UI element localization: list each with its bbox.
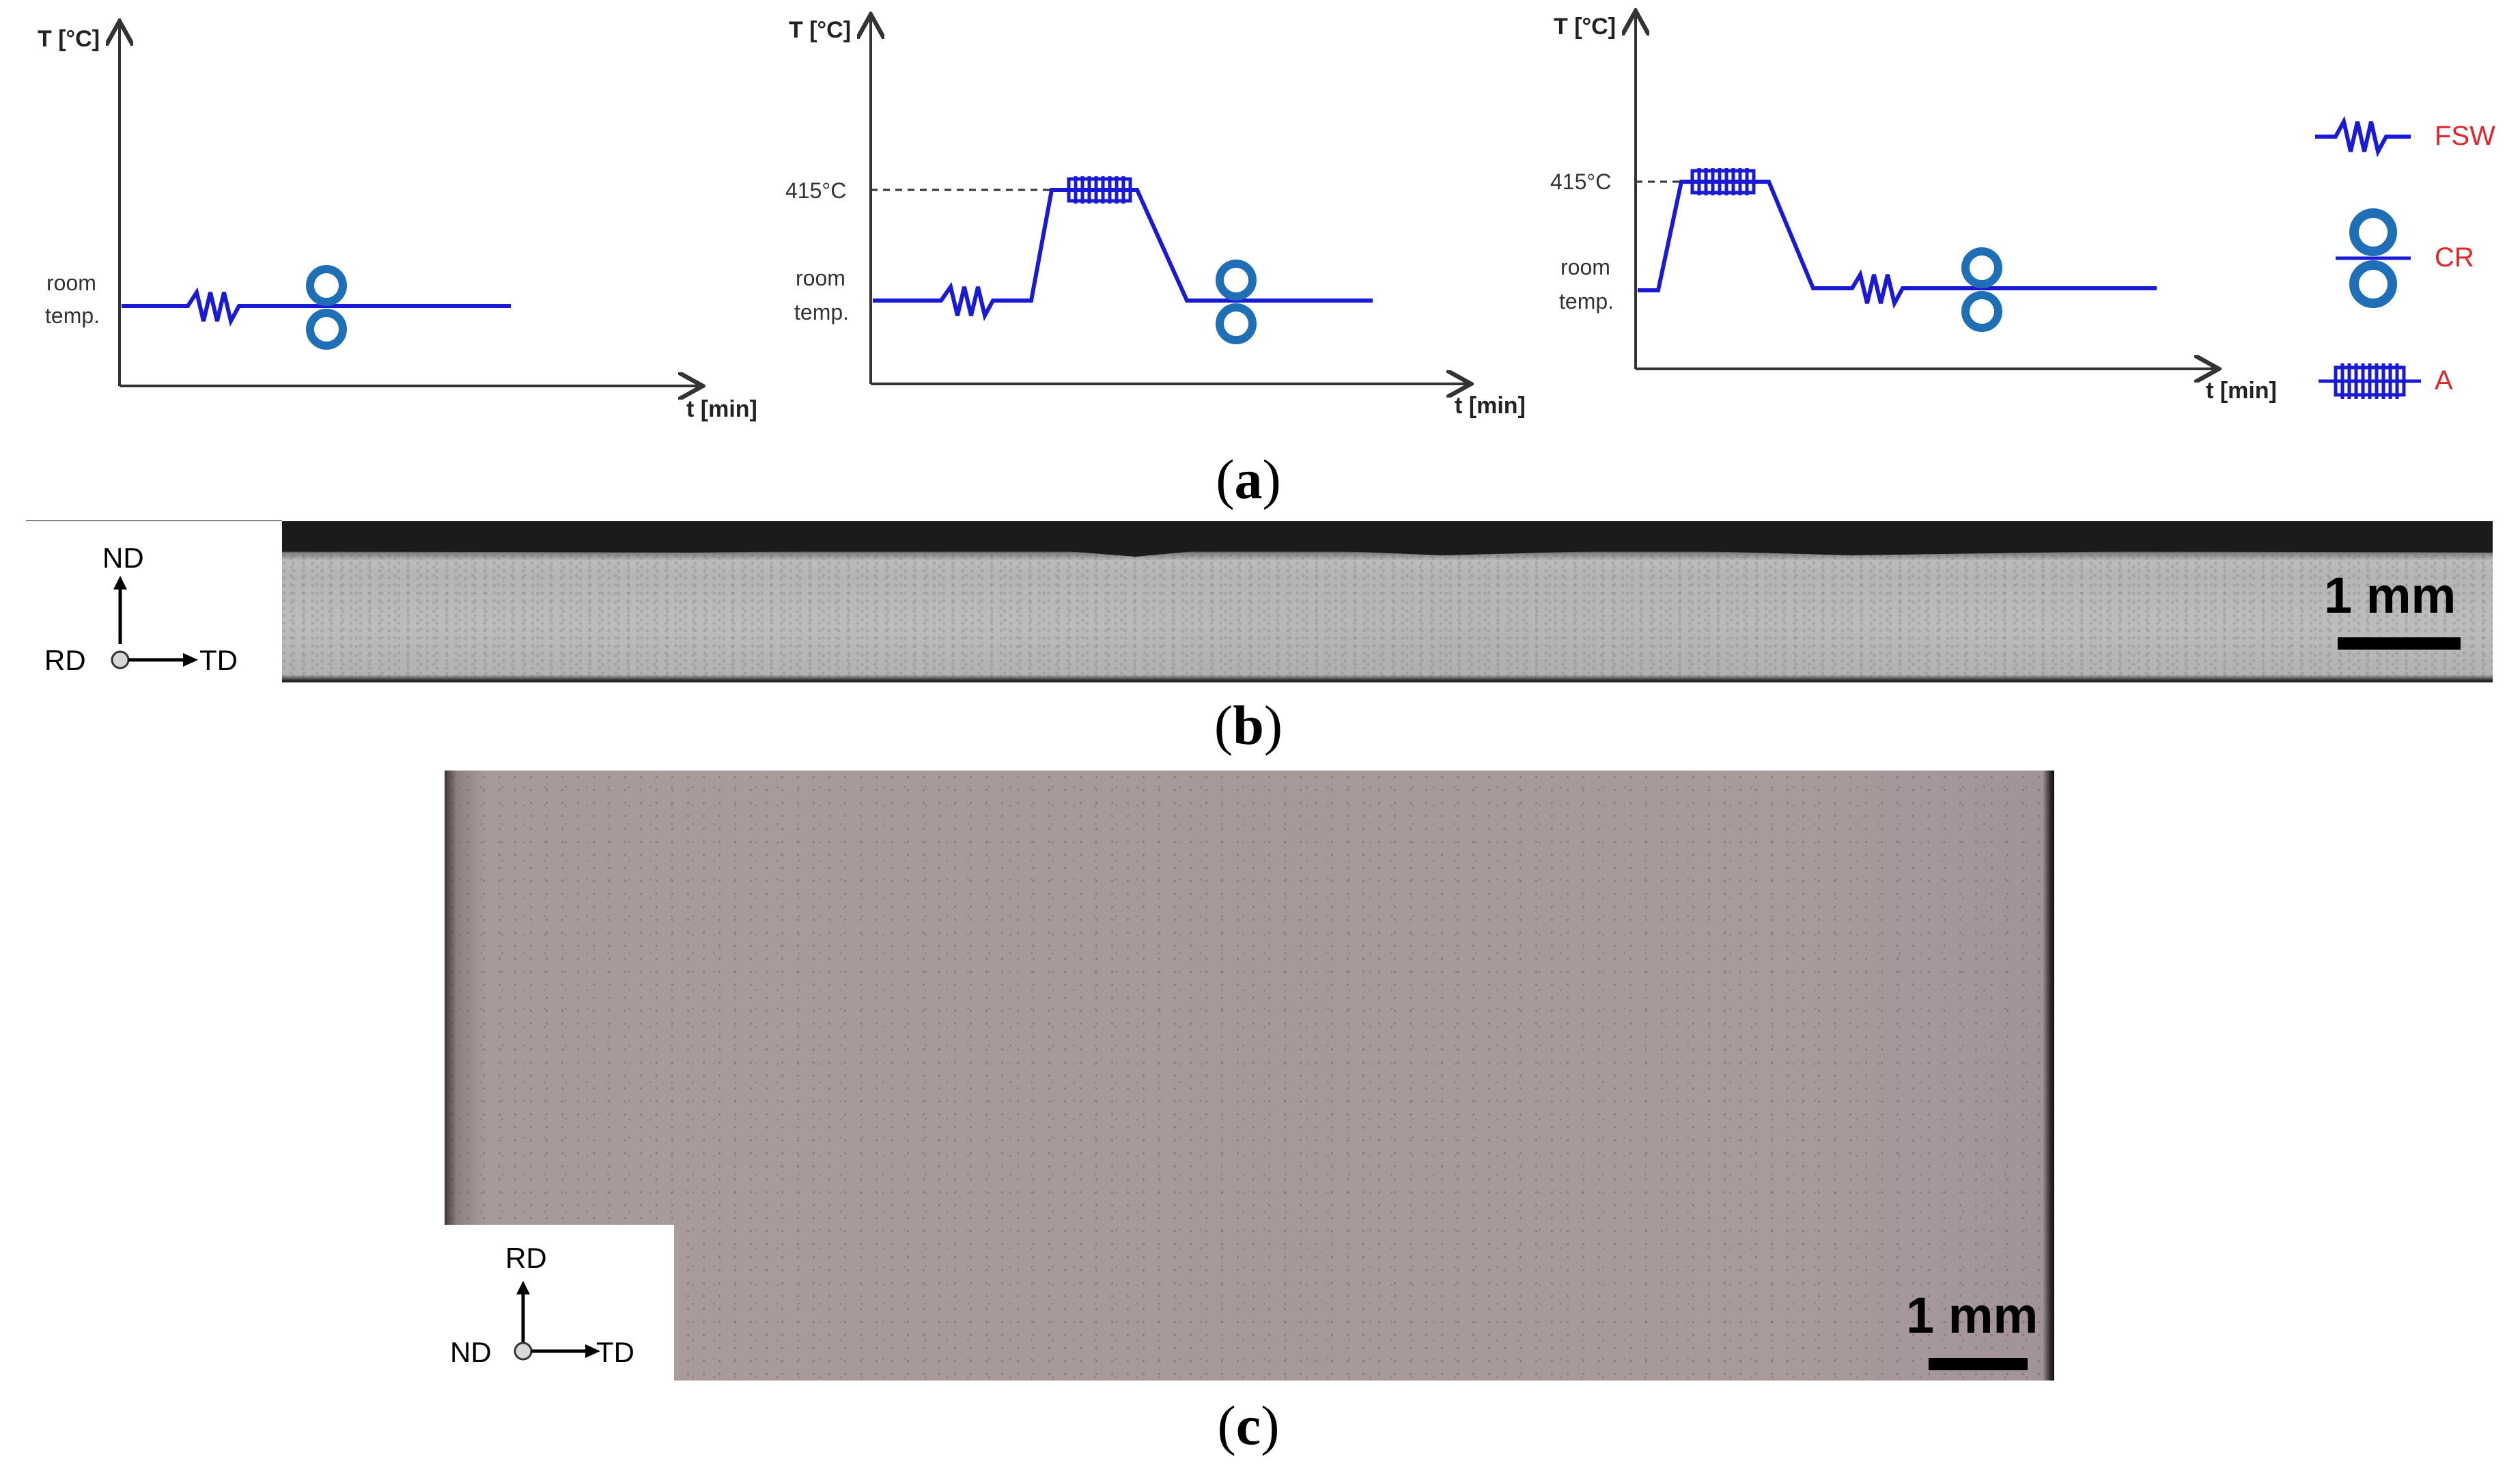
panel-c-axes-box: RD ND TD xyxy=(445,1225,674,1382)
legend-a-label: A xyxy=(2435,365,2453,396)
panel-c-axis-right: TD xyxy=(596,1336,634,1368)
caption-a: (a) xyxy=(1216,448,1281,510)
chart-2-process-line xyxy=(873,188,1373,322)
panel-a-schematics: T [°C] t [min] room temp. T [°C] t [min]… xyxy=(38,0,2495,422)
chart-3-temp-label: temp. xyxy=(1559,289,1614,314)
chart-2-room-label: room xyxy=(796,266,845,290)
chart-1: T [°C] t [min] room temp. xyxy=(38,24,757,422)
legend: FSW CR A xyxy=(2315,115,2495,399)
caption-b: (b) xyxy=(1214,694,1283,756)
chart-1-temp-label: temp. xyxy=(45,303,100,328)
chart-2-anneal-hatch xyxy=(1067,176,1132,204)
chart-2-temp-label: temp. xyxy=(794,300,849,324)
legend-cr: CR xyxy=(2336,208,2474,308)
chart-1-rolling-icon xyxy=(306,265,347,350)
chart-2-y-label: T [°C] xyxy=(789,17,851,43)
panel-c-scale-label: 1 mm xyxy=(1906,1287,2039,1344)
panel-b-scale-bar xyxy=(2338,637,2461,650)
panel-b-axis-left: RD xyxy=(44,644,86,676)
chart-1-room-label: room xyxy=(46,271,96,295)
chart-3-rolling-icon xyxy=(1961,247,2002,332)
chart-3: T [°C] t [min] 415°C room temp. xyxy=(1550,14,2277,404)
legend-cr-rollers-icon xyxy=(2336,208,2411,308)
panel-c-scale-bar xyxy=(1929,1358,2028,1370)
panel-b-orientation-icon xyxy=(111,576,198,669)
panel-b-axis-right: TD xyxy=(199,644,238,676)
chart-3-x-label: t [min] xyxy=(2206,378,2277,404)
panel-b-scale-label: 1 mm xyxy=(2324,567,2456,624)
panel-b-surface-edge xyxy=(282,521,2493,557)
panel-c-axis-up: RD xyxy=(505,1242,547,1274)
chart-1-y-label: T [°C] xyxy=(38,26,100,52)
chart-2-x-label: t [min] xyxy=(1455,393,1526,419)
chart-3-y-label: T [°C] xyxy=(1554,14,1616,40)
panel-b-axes-box: ND RD TD xyxy=(0,521,282,682)
chart-3-anneal-hatch xyxy=(1690,168,1756,195)
chart-3-room-label: room xyxy=(1560,255,1610,279)
legend-a-hatch-icon xyxy=(2319,363,2421,399)
chart-3-415-label: 415°C xyxy=(1550,169,1611,194)
legend-a: A xyxy=(2319,363,2453,399)
panel-c-micrograph: 1 mm xyxy=(445,771,2054,1381)
panel-c-axis-left: ND xyxy=(450,1336,492,1368)
chart-2: T [°C] t [min] 415°C room temp. xyxy=(785,17,1526,419)
chart-1-x-label: t [min] xyxy=(686,396,757,422)
legend-fsw: FSW xyxy=(2315,115,2495,158)
panel-b-axis-up: ND xyxy=(102,542,144,574)
legend-fsw-zigzag-icon xyxy=(2315,115,2411,158)
legend-cr-label: CR xyxy=(2435,242,2474,273)
chart-3-process-line xyxy=(1638,180,2157,309)
caption-c: (c) xyxy=(1217,1394,1280,1456)
chart-2-415-label: 415°C xyxy=(785,178,846,203)
legend-fsw-label: FSW xyxy=(2435,121,2495,151)
panel-c-orientation-icon xyxy=(514,1281,600,1361)
chart-2-rolling-icon xyxy=(1216,260,1257,344)
chart-1-process-line xyxy=(122,287,511,327)
panel-b-micrograph: 1 mm xyxy=(282,521,2493,682)
